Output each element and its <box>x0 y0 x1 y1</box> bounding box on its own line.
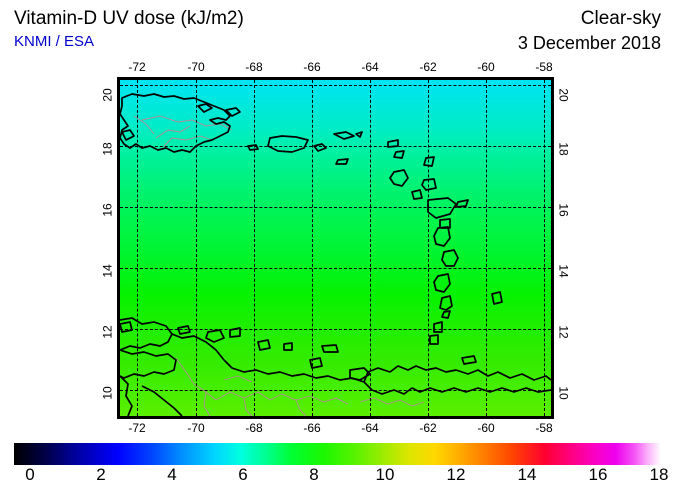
page-title: Vitamin-D UV dose (kJ/m2) <box>14 8 244 29</box>
coastlines-group <box>120 93 551 416</box>
tick-right-2: 16 <box>556 203 571 217</box>
gridline-lon--64 <box>370 80 371 416</box>
cbar-tick-2: 4 <box>167 465 177 484</box>
cbar-tick-9: 18 <box>649 465 669 484</box>
map-canvas <box>120 80 551 416</box>
gridline-lon--58 <box>544 80 545 416</box>
gridline-lat-14 <box>120 268 551 269</box>
gridline-lat-20 <box>120 85 551 86</box>
tick-bottom-2: -68 <box>245 421 263 435</box>
tick-left-2: 16 <box>100 203 115 217</box>
colorbar-tick-labels: 0 2 4 6 8 10 12 14 16 18 <box>14 465 668 487</box>
tick-top-2: -68 <box>245 60 263 74</box>
tick-top-4: -64 <box>361 60 379 74</box>
tick-bottom-7: -58 <box>535 421 553 435</box>
gridline-lon--60 <box>486 80 487 416</box>
tick-bottom-6: -60 <box>477 421 495 435</box>
map-plot <box>117 77 554 419</box>
plot-border <box>117 77 554 419</box>
tick-left-1: 18 <box>100 142 115 156</box>
tick-bottom-1: -70 <box>187 421 205 435</box>
tick-bottom-3: -66 <box>303 421 321 435</box>
tick-top-0: -72 <box>128 60 146 74</box>
gridline-lat-16 <box>120 207 551 208</box>
gridline-lat-12 <box>120 329 551 330</box>
date-label: 3 December 2018 <box>517 33 661 53</box>
gridline-lon--62 <box>428 80 429 416</box>
tick-bottom-0: -72 <box>128 421 146 435</box>
sky-condition-label: Clear-sky <box>580 8 661 29</box>
cbar-tick-8: 16 <box>588 465 608 484</box>
country-borders-group <box>133 115 425 416</box>
tick-top-6: -60 <box>477 60 495 74</box>
gridline-lon--66 <box>312 80 313 416</box>
tick-left-0: 20 <box>100 88 115 102</box>
tick-top-7: -58 <box>535 60 553 74</box>
gridline-lon--68 <box>254 80 255 416</box>
tick-right-5: 10 <box>556 386 571 400</box>
uv-dose-field <box>120 80 551 416</box>
cbar-tick-3: 6 <box>238 465 248 484</box>
coastline-overlay <box>120 93 551 416</box>
gridline-lon--72 <box>137 80 138 416</box>
cbar-tick-0: 0 <box>25 465 35 484</box>
cbar-tick-4: 8 <box>309 465 319 484</box>
tick-right-3: 14 <box>556 264 571 278</box>
gridline-lon--70 <box>196 80 197 416</box>
tick-bottom-5: -62 <box>419 421 437 435</box>
cbar-tick-5: 10 <box>375 465 395 484</box>
agency-label: KNMI / ESA <box>14 33 95 50</box>
tick-left-4: 12 <box>100 325 115 339</box>
tick-top-1: -70 <box>187 60 205 74</box>
tick-right-1: 18 <box>556 142 571 156</box>
colorbar-gradient <box>14 443 661 465</box>
tick-left-3: 14 <box>100 264 115 278</box>
cbar-tick-1: 2 <box>96 465 106 484</box>
tick-top-5: -62 <box>419 60 437 74</box>
tick-bottom-4: -64 <box>361 421 379 435</box>
cbar-tick-7: 14 <box>517 465 537 484</box>
colorbar-legend: 0 2 4 6 8 10 12 14 16 18 <box>14 443 668 487</box>
cbar-tick-6: 12 <box>446 465 466 484</box>
tick-right-4: 12 <box>556 325 571 339</box>
tick-top-3: -66 <box>303 60 321 74</box>
gridline-lat-10 <box>120 390 551 391</box>
gridline-lat-18 <box>120 146 551 147</box>
chart-header: Vitamin-D UV dose (kJ/m2) KNMI / ESA Cle… <box>0 0 675 58</box>
tick-left-5: 10 <box>100 386 115 400</box>
tick-right-0: 20 <box>556 88 571 102</box>
